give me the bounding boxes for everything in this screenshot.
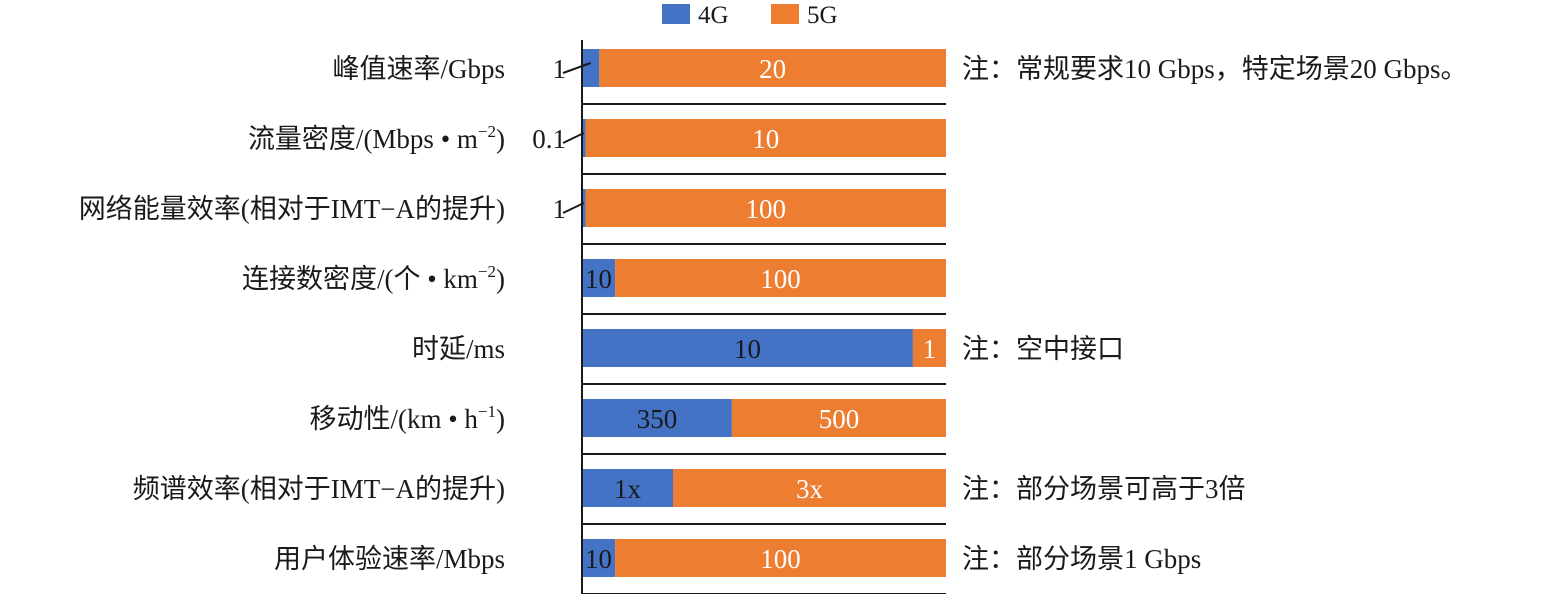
bar-5g [673,469,946,507]
chart-rows: 峰值速率/Gbps 20 1 注：常规要求10 Gbps，特定场景20 Gbps。流量… [79,49,1468,594]
category-label: 时延/ms [412,334,505,364]
bar-4g [582,49,600,87]
legend: 4G 5G [662,2,838,29]
bar-4g [582,119,586,157]
bar-5g [585,119,946,157]
bar-4g [582,469,673,507]
category-label: 连接数密度/(个 • km−2) [242,262,505,294]
category-label: 用户体验速率/Mbps [274,544,505,574]
legend-swatch-5g [771,4,799,24]
category-row: 用户体验速率/Mbps 100 10 注：部分场景1 Gbps [274,539,1201,594]
bar-label-4g: 350 [637,404,678,434]
bar-label-4g: 10 [585,544,612,574]
row-note: 注：部分场景1 Gbps [962,544,1201,574]
legend-swatch-4g [662,4,690,24]
bar-4g [582,329,913,367]
bar-label-5g: 20 [759,54,786,84]
leader-line [562,202,585,214]
category-label: 移动性/(km • h−1) [309,402,505,434]
leader-line [562,62,592,74]
bar-label-4g: 10 [734,334,761,364]
legend-label-5g: 5G [807,2,838,29]
row-note: 注：常规要求10 Gbps，特定场景20 Gbps。 [962,54,1468,84]
bar-4g [582,399,732,437]
bar-label-5g: 100 [746,194,787,224]
bar-4g [582,539,616,577]
bar-label-4g: 1 [553,194,567,224]
bar-label-4g: 10 [585,264,612,294]
category-row: 频谱效率(相对于IMT−A的提升) 3x 1x 注：部分场景可高于3倍 [133,469,1246,525]
category-label: 网络能量效率(相对于IMT−A的提升) [79,194,505,224]
bar-label-5g: 10 [752,124,779,154]
row-note: 注：部分场景可高于3倍 [962,474,1246,504]
bar-label-5g: 3x [796,474,824,504]
bar-label-4g: 1 [553,54,567,84]
category-row: 流量密度/(Mbps • m−2) 10 0.1 [248,119,946,175]
bar-label-5g: 100 [760,264,801,294]
category-label: 峰值速率/Gbps [332,54,505,84]
bar-5g [615,539,946,577]
bar-5g [599,49,946,87]
bar-5g [912,329,946,367]
bar-label-4g: 0.1 [532,124,566,154]
bar-label-4g: 1x [614,474,642,504]
leader-line [562,132,585,144]
category-row: 峰值速率/Gbps 20 1 注：常规要求10 Gbps，特定场景20 Gbps。 [332,49,1468,105]
bar-4g [582,189,586,227]
category-label: 频谱效率(相对于IMT−A的提升) [133,474,505,504]
bar-5g [585,189,946,227]
category-row: 移动性/(km • h−1) 500 350 [309,399,946,455]
bar-5g [615,259,946,297]
bar-label-5g: 100 [760,544,801,574]
category-row: 连接数密度/(个 • km−2) 100 10 [242,259,946,315]
bar-5g [731,399,946,437]
bar-label-5g: 1 [923,334,937,364]
row-note: 注：空中接口 [962,334,1124,364]
bar-label-5g: 500 [819,404,860,434]
category-row: 时延/ms 1 10 注：空中接口 [412,329,1124,385]
bar-4g [582,259,616,297]
category-label: 流量密度/(Mbps • m−2) [248,122,505,154]
category-row: 网络能量效率(相对于IMT−A的提升) 100 1 [79,189,946,245]
legend-label-4g: 4G [698,2,729,29]
